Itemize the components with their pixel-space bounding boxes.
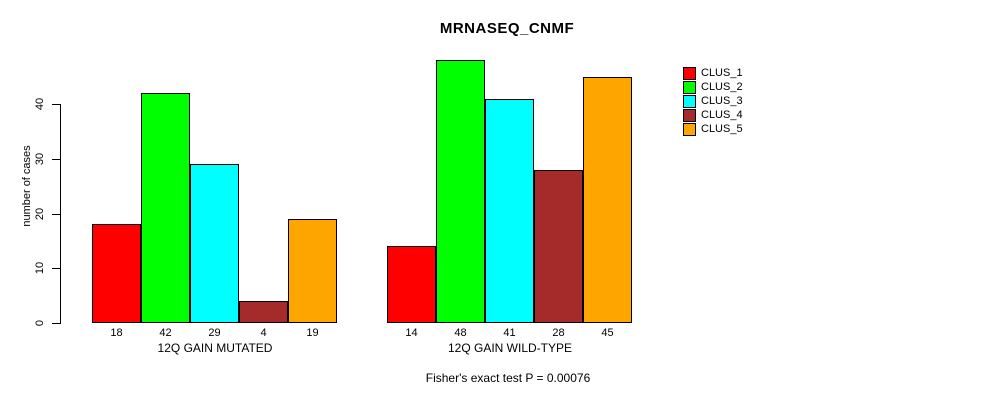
legend-swatch-clus_2 [683,80,696,94]
y-axis-title: number of cases [21,145,33,227]
bar-value-label: 28 [552,327,565,339]
y-tick-label: 20 [34,207,46,220]
bar-value-label: 4 [260,327,267,339]
bar-value-label: 45 [601,327,614,339]
legend-item: CLUS_2 [683,80,743,94]
legend-item: CLUS_5 [683,122,743,136]
y-tick-label: 0 [34,319,46,327]
y-axis-tick [52,268,60,270]
bar-clus_2 [436,60,485,323]
y-tick-label: 40 [34,97,46,111]
legend-label: CLUS_2 [701,81,743,93]
y-axis-tick [52,158,60,160]
bar-value-label: 29 [208,327,221,339]
bar-value-label: 19 [306,327,319,339]
legend-label: CLUS_3 [701,95,743,107]
bar-value-label: 41 [503,327,516,339]
group-label-mutated: 12Q GAIN MUTATED [157,341,273,355]
y-axis-tick [52,323,60,324]
bar-value-label: 14 [405,327,418,339]
legend-label: CLUS_1 [701,67,743,79]
bar-clus_1 [387,246,436,323]
bar-clus_3 [485,99,534,323]
legend-item: CLUS_3 [683,94,743,108]
legend-item: CLUS_1 [683,66,743,80]
bar-clus_4 [534,170,583,323]
chart-title: MRNASEQ_CNMF [439,20,575,37]
legend-item: CLUS_4 [683,108,743,122]
legend: CLUS_1 CLUS_2 CLUS_3 CLUS_4 CLUS_5 [683,66,743,136]
bar-clus_5 [288,219,337,323]
bar-clus_1 [92,224,141,323]
bar-value-label: 18 [110,327,123,339]
bar-value-label: 48 [454,327,467,339]
bar-value-label: 42 [159,327,172,339]
legend-swatch-clus_1 [683,66,696,80]
legend-label: CLUS_5 [701,123,743,135]
y-tick-label: 10 [34,262,46,275]
footer-caption: Fisher's exact test P = 0.00076 [425,371,591,385]
bar-clus_5 [583,77,632,323]
legend-swatch-clus_3 [683,94,696,108]
y-tick-label: 30 [34,152,46,165]
y-axis-line [60,104,61,324]
legend-label: CLUS_4 [701,109,743,121]
y-axis-tick [52,104,60,105]
bar-clus_2 [141,93,190,323]
bar-clus_4 [239,301,288,323]
bar-clus_3 [190,164,239,323]
legend-swatch-clus_5 [683,122,696,136]
legend-swatch-clus_4 [683,108,696,122]
group-label-wild-type: 12Q GAIN WILD-TYPE [447,341,573,355]
y-axis-tick [52,213,60,215]
